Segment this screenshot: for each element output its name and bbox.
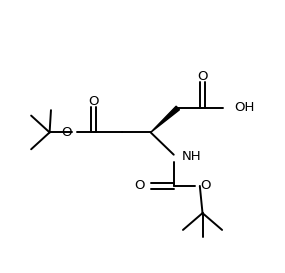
- Text: O: O: [197, 70, 207, 83]
- Text: NH: NH: [181, 150, 201, 162]
- Text: O: O: [61, 126, 72, 139]
- Polygon shape: [151, 106, 180, 132]
- Text: O: O: [135, 179, 145, 192]
- Text: O: O: [200, 179, 210, 192]
- Text: O: O: [88, 95, 99, 108]
- Text: OH: OH: [234, 102, 255, 114]
